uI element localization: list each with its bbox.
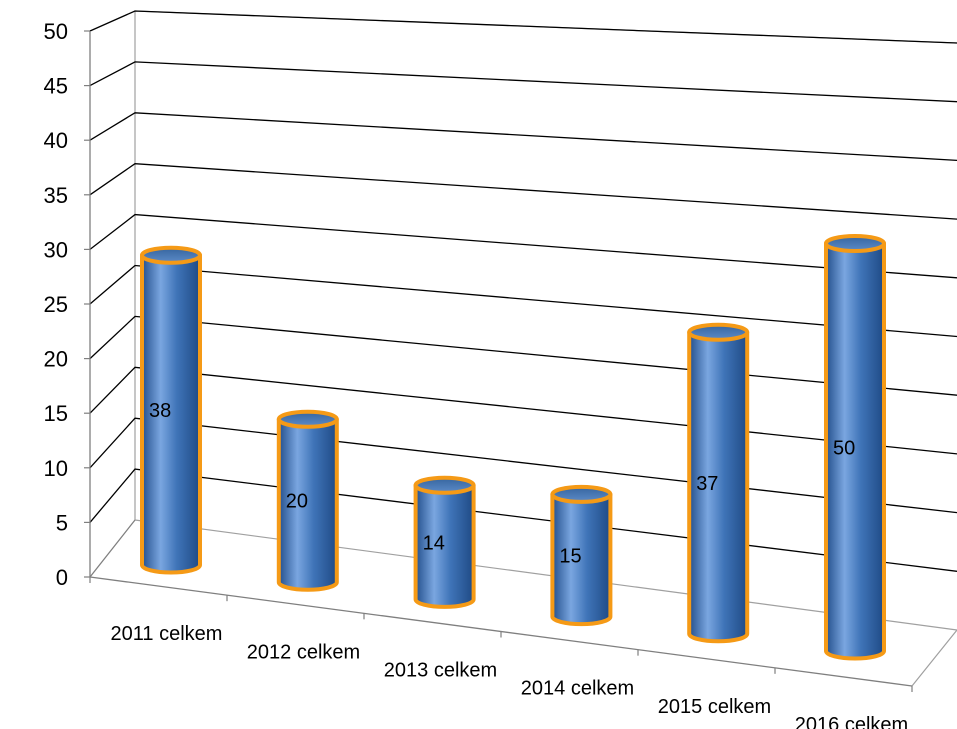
cylinder-top <box>140 245 202 265</box>
gridline <box>89 61 957 103</box>
data-label: 37 <box>696 473 718 495</box>
cylinder-body <box>824 241 886 661</box>
cylinder-body <box>687 330 750 644</box>
y-tick-label: 25 <box>44 292 68 317</box>
data-label: 38 <box>149 400 171 422</box>
y-tick-label: 5 <box>56 510 68 535</box>
gridline <box>89 10 957 44</box>
cylinder-top <box>824 234 886 253</box>
gridline <box>89 468 957 572</box>
cylinder-top <box>550 484 613 504</box>
cylinder-body <box>550 492 613 627</box>
y-tick-label: 15 <box>44 401 68 426</box>
y-tick-label: 35 <box>44 183 68 208</box>
data-label: 20 <box>286 491 308 513</box>
gridline <box>89 366 957 455</box>
cylinder-top <box>413 475 476 495</box>
y-tick-label: 30 <box>44 237 68 262</box>
x-axis-ticks: 2011 celkem 2012 celkem 2013 celkem 2014 ce… <box>89 577 913 729</box>
gridline <box>89 163 957 220</box>
cylinder-bar <box>140 245 202 575</box>
bars <box>140 234 886 661</box>
gridlines <box>89 10 957 572</box>
cylinder-body <box>140 253 202 575</box>
cylinder-top <box>276 409 339 429</box>
axes <box>89 31 913 687</box>
data-label: 50 <box>833 437 855 459</box>
y-axis-ticks: 0 5 10 15 20 25 30 35 40 45 50 <box>44 19 90 590</box>
x-tick-label: 2012 celkem <box>247 641 360 663</box>
cylinder-bar <box>550 484 613 627</box>
x-tick-label: 2014 celkem <box>521 678 634 700</box>
cylinder-bar <box>824 234 886 661</box>
gridline <box>89 315 957 396</box>
x-tick-label: 2013 celkem <box>384 659 497 681</box>
gridline <box>89 213 957 279</box>
x-tick-label: 2015 celkem <box>658 696 771 718</box>
data-label: 15 <box>559 545 581 567</box>
cylinder-body <box>276 417 339 592</box>
y-tick-label: 45 <box>44 74 68 99</box>
gridline <box>89 417 957 514</box>
x-tick-label: 2016 celkem <box>795 714 908 729</box>
y-tick-label: 20 <box>44 347 68 372</box>
cylinder-bar <box>687 322 750 644</box>
floor-left-edge <box>89 519 136 578</box>
cylinder-body <box>413 483 476 609</box>
y-tick-label: 50 <box>44 19 68 44</box>
floor-edge <box>134 519 957 687</box>
cylinder-bar <box>413 475 476 609</box>
y-tick-label: 0 <box>56 565 68 590</box>
y-tick-label: 10 <box>44 456 68 481</box>
y-tick-label: 40 <box>44 128 68 153</box>
data-label: 14 <box>423 532 445 554</box>
gridline <box>89 112 957 162</box>
data-labels: 38 20 14 15 37 50 <box>149 400 855 567</box>
cylinder-bar <box>276 409 339 592</box>
cylinder-top <box>687 322 750 342</box>
x-tick-label: 2011 celkem <box>111 623 223 645</box>
gridline <box>89 264 957 338</box>
